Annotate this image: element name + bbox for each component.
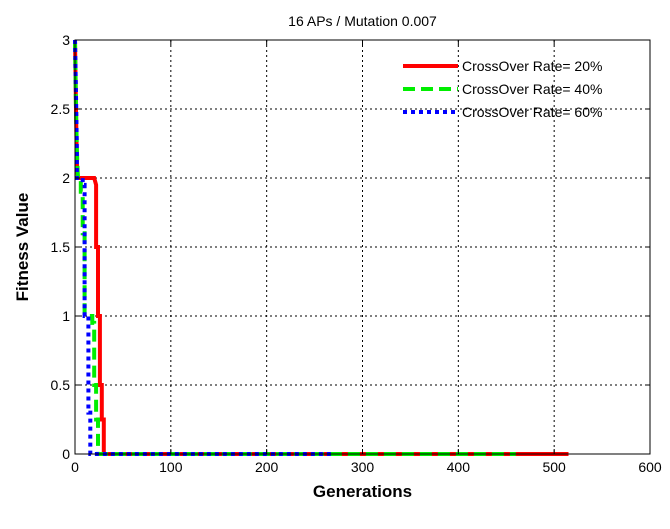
y-tick-label: 1.5	[51, 239, 71, 255]
x-tick-label: 500	[542, 459, 566, 475]
axis-ticks: 0 100 200 300 400 500 600 0 0.5 1 1.5 2 2.5 3	[51, 32, 662, 475]
chart-title: 16 APs / Mutation 0.007	[288, 13, 437, 29]
legend-label-1: CrossOver Rate= 20%	[462, 58, 602, 74]
series-lines	[73, 39, 569, 456]
y-tick-label: 2.5	[51, 101, 71, 117]
y-tick-label: 0	[62, 446, 70, 462]
x-tick-label: 400	[447, 459, 471, 475]
y-tick-label: 1	[62, 308, 70, 324]
y-tick-label: 2	[62, 170, 70, 186]
grid	[75, 40, 650, 454]
y-tick-label: 3	[62, 32, 70, 48]
x-tick-label: 100	[159, 459, 183, 475]
x-tick-label: 200	[255, 459, 279, 475]
x-tick-label: 300	[351, 459, 375, 475]
legend-label-3: CrossOver Rate= 60%	[462, 104, 602, 120]
series-line-3	[73, 39, 334, 456]
y-axis-label: Fitness Value	[13, 193, 32, 302]
y-tick-label: 0.5	[51, 377, 71, 393]
series-line-2	[73, 39, 516, 456]
x-tick-label: 0	[71, 459, 79, 475]
legend: CrossOver Rate= 20% CrossOver Rate= 40% Cr…	[403, 58, 602, 120]
x-tick-label: 600	[638, 459, 662, 475]
x-axis-label: Generations	[313, 482, 412, 501]
legend-label-2: CrossOver Rate= 40%	[462, 81, 602, 97]
